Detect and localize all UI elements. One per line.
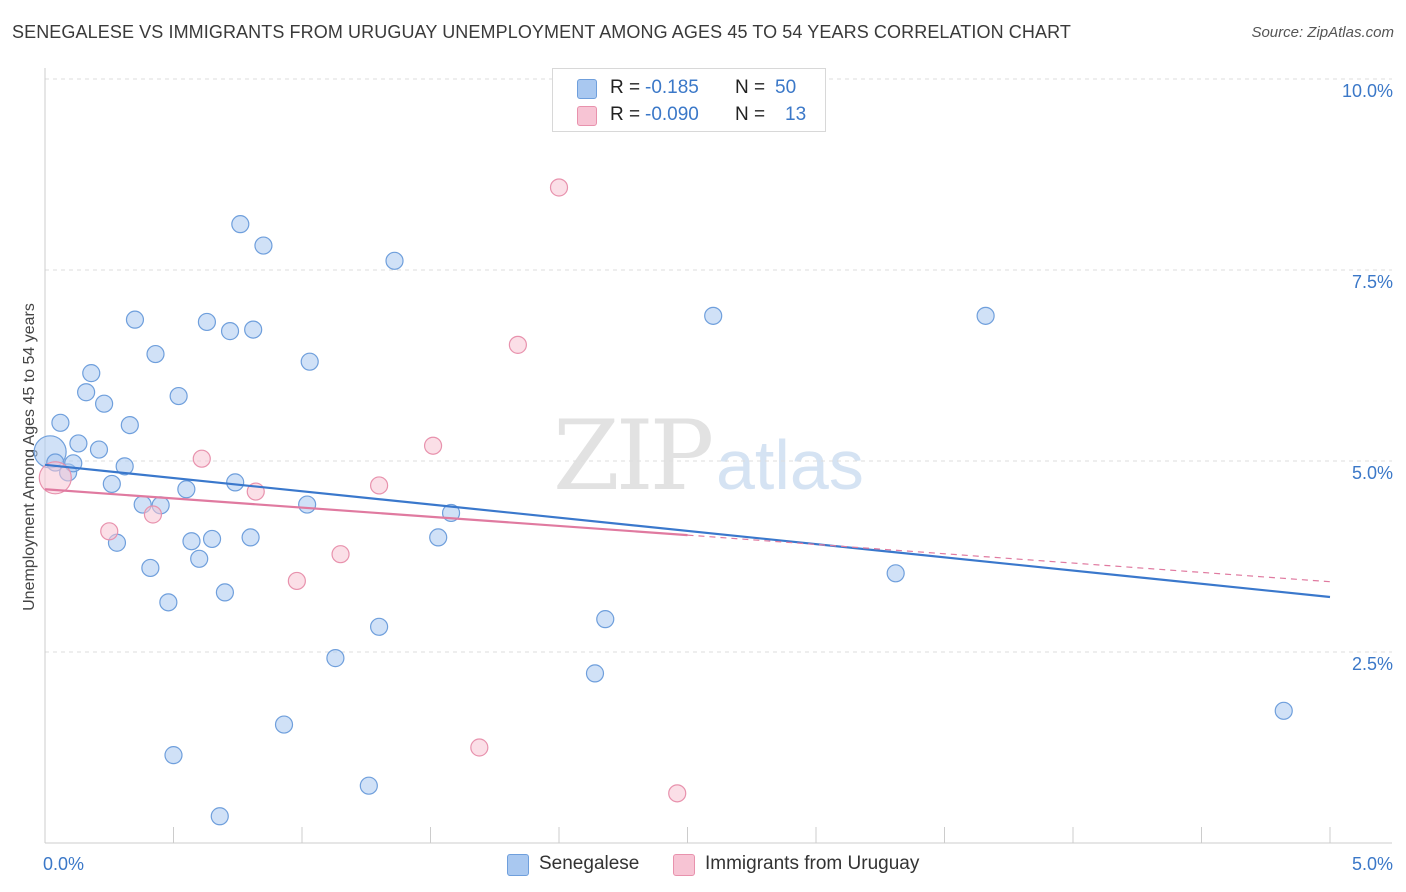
x-tick-label: 0.0%: [43, 854, 84, 874]
senegalese-point: [326, 649, 345, 668]
senegalese-point: [125, 310, 145, 329]
senegalese-point: [585, 664, 605, 683]
senegalese-point: [241, 528, 260, 547]
senegalese-point: [95, 394, 114, 413]
senegalese-point: [215, 583, 234, 602]
uruguay-point: [331, 545, 350, 564]
uruguay-point: [470, 738, 489, 757]
x-tick-label: 5.0%: [1352, 854, 1393, 874]
correlation-legend: R = -0.185 N = 50 R = -0.090 N = 13: [552, 68, 826, 132]
senegalese-point: [359, 776, 378, 795]
senegalese-trend-line: [44, 463, 1331, 599]
senegalese-point: [226, 473, 245, 492]
legend-row-uruguay: R = -0.090 N = 13: [553, 101, 825, 127]
senegalese-point: [102, 474, 121, 494]
y-tick-label: 2.5%: [1352, 654, 1393, 674]
senegalese-point: [254, 236, 273, 255]
senegalese-point: [89, 440, 109, 459]
legend-r-value: -0.090: [645, 104, 699, 125]
senegalese-point: [177, 480, 196, 499]
senegalese-point: [231, 215, 250, 234]
senegalese-point: [159, 593, 178, 612]
senegalese-point: [300, 352, 319, 371]
legend-swatch-senegalese: [507, 854, 529, 876]
senegalese-point: [976, 306, 995, 325]
legend-swatch-senegalese: [577, 79, 597, 99]
senegalese-point: [886, 564, 905, 583]
senegalese-point: [182, 532, 201, 551]
senegalese-point: [190, 549, 209, 568]
senegalese-point: [169, 386, 188, 406]
senegalese-point: [596, 610, 615, 629]
y-tick-label: 5.0%: [1352, 463, 1393, 483]
senegalese-point: [82, 364, 101, 383]
senegalese-point: [51, 413, 70, 432]
watermark-zip: ZIP: [553, 400, 714, 512]
uruguay-point: [38, 461, 72, 495]
legend-n-label: N =: [735, 104, 766, 125]
senegalese-point: [370, 617, 389, 636]
legend-n-value: 13: [785, 104, 807, 125]
source-label: Source: ZipAtlas.com: [1251, 24, 1394, 41]
uruguay-point: [423, 436, 443, 455]
senegalese-point: [141, 558, 160, 578]
uruguay-point: [668, 784, 687, 803]
senegalese-point: [146, 344, 165, 364]
senegalese-point: [298, 495, 317, 514]
uruguay-point: [143, 505, 163, 524]
senegalese-point: [210, 807, 229, 826]
senegalese-point: [164, 746, 183, 765]
senegalese-point: [244, 320, 263, 339]
senegalese-point: [429, 528, 448, 547]
uruguay-trend-line: [44, 488, 688, 537]
uruguay-trend-line-extension: [687, 534, 1331, 583]
legend-r-value: -0.185: [645, 77, 699, 98]
uruguay-point: [287, 571, 306, 591]
senegalese-point: [77, 383, 96, 402]
y-tick-label: 7.5%: [1352, 272, 1393, 292]
legend-n-value: 50: [775, 77, 797, 98]
legend-r-label: R =: [610, 104, 641, 125]
senegalese-point: [197, 312, 217, 332]
senegalese-point: [274, 715, 294, 734]
chart-title: SENEGALESE VS IMMIGRANTS FROM URUGUAY UN…: [12, 22, 1071, 42]
legend-swatch-uruguay: [673, 854, 695, 876]
senegalese-point: [385, 251, 404, 270]
legend-label-uruguay: Immigrants from Uruguay: [705, 853, 920, 874]
legend-row-senegalese: R = -0.185 N = 50: [553, 74, 825, 100]
uruguay-point: [192, 449, 211, 468]
senegalese-point: [1274, 701, 1293, 720]
uruguay-point: [100, 522, 119, 541]
senegalese-point: [120, 415, 139, 435]
senegalese-point: [220, 322, 240, 341]
senegalese-point: [69, 434, 88, 453]
legend-n-label: N =: [735, 77, 766, 98]
uruguay-point: [370, 476, 389, 495]
senegalese-point: [115, 457, 134, 476]
senegalese-point: [202, 529, 222, 549]
y-tick-label: 10.0%: [1342, 81, 1393, 101]
uruguay-point: [508, 335, 527, 354]
watermark-atlas: atlas: [716, 426, 864, 504]
legend-swatch-uruguay: [577, 106, 597, 126]
uruguay-point: [549, 178, 569, 197]
legend-label-senegalese: Senegalese: [539, 853, 640, 874]
senegalese-point: [704, 306, 723, 325]
legend-r-label: R =: [610, 77, 641, 98]
